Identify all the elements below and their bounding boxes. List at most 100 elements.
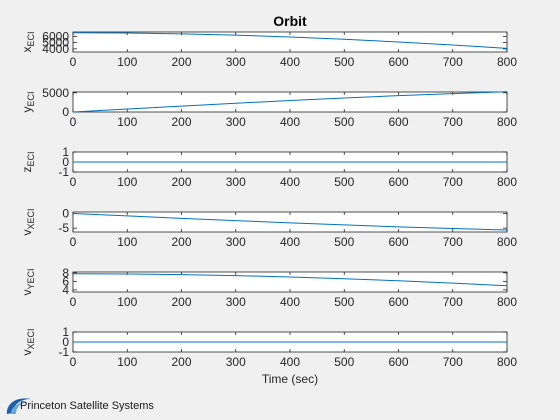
- x-tick-label: 200: [171, 115, 191, 129]
- x-tick-label: 400: [280, 235, 300, 249]
- y-tick-label: 0: [62, 206, 69, 220]
- y-axis-label-sub: YECI: [26, 268, 36, 289]
- x-tick-label: 300: [226, 235, 246, 249]
- x-tick-label: 500: [334, 295, 354, 309]
- x-tick-label: 500: [334, 115, 354, 129]
- y-axis-label-sub: ECI: [26, 91, 36, 106]
- x-tick-label: 800: [497, 55, 517, 69]
- x-tick-label: 700: [443, 295, 463, 309]
- y-tick-label: 0: [62, 105, 69, 119]
- y-axis-label-sub: XECI: [26, 208, 36, 229]
- x-tick-label: 200: [171, 235, 191, 249]
- y-tick-label: -1: [58, 345, 69, 359]
- y-axis-label: vXECI: [20, 208, 36, 235]
- y-tick-label: 8: [62, 266, 69, 280]
- y-tick-label: 5000: [42, 86, 69, 100]
- y-axis-label-main: x: [20, 47, 34, 53]
- x-tick-label: 200: [171, 175, 191, 189]
- chart-title: Orbit: [273, 13, 307, 29]
- y-axis-label-sub: ECI: [26, 151, 36, 166]
- logo-text: Princeton Satellite Systems: [20, 400, 154, 412]
- y-axis-label: vYECI: [20, 268, 36, 295]
- x-tick-label: 100: [117, 115, 137, 129]
- x-tick-label: 400: [280, 295, 300, 309]
- x-tick-label: 600: [388, 295, 408, 309]
- y-axis-label: xECI: [20, 31, 36, 52]
- y-axis-label-main: v: [20, 230, 34, 236]
- y-tick-label: 1: [62, 145, 69, 159]
- subplot-4: 0 100 200 300 400 500 600 700 800 -50 vXECI: [20, 206, 517, 249]
- x-tick-label: 600: [388, 115, 408, 129]
- x-tick-label: 500: [334, 355, 354, 369]
- x-tick-label: 700: [443, 175, 463, 189]
- x-tick-label: 500: [334, 175, 354, 189]
- y-tick-label: 6: [62, 274, 69, 288]
- princeton-satellite-systems-logo: [6, 398, 31, 414]
- x-tick-label: 600: [388, 55, 408, 69]
- y-tick-label: 0: [62, 155, 69, 169]
- x-tick-label: 100: [117, 55, 137, 69]
- x-tick-label: 700: [443, 55, 463, 69]
- y-tick-label: -5: [58, 221, 69, 235]
- x-tick-label: 100: [117, 355, 137, 369]
- x-tick-label: 600: [388, 355, 408, 369]
- x-tick-label: 400: [280, 355, 300, 369]
- x-tick-label: 800: [497, 235, 517, 249]
- x-tick-label: 600: [388, 235, 408, 249]
- x-tick-label: 300: [226, 175, 246, 189]
- x-tick-label: 0: [70, 55, 77, 69]
- x-tick-label: 0: [70, 235, 77, 249]
- x-tick-label: 200: [171, 355, 191, 369]
- x-tick-label: 300: [226, 55, 246, 69]
- y-axis-label-main: v: [20, 290, 34, 296]
- y-axis-label: yECI: [20, 91, 36, 112]
- x-tick-label: 100: [117, 295, 137, 309]
- y-tick-label: 5000: [42, 36, 69, 50]
- x-tick-label: 100: [117, 235, 137, 249]
- y-axis-label-sub: ECI: [26, 31, 36, 46]
- x-tick-label: 500: [334, 55, 354, 69]
- series-line: [72, 91, 508, 113]
- x-tick-label: 800: [497, 115, 517, 129]
- x-tick-label: 0: [70, 355, 77, 369]
- y-axis-label-sub: XECI: [26, 328, 36, 349]
- x-tick-label: 400: [280, 115, 300, 129]
- x-tick-label: 700: [443, 235, 463, 249]
- y-tick-label: 6000: [42, 29, 69, 43]
- x-tick-label: 0: [70, 175, 77, 189]
- y-axis-label: vXECI: [20, 328, 36, 355]
- y-tick-label: -1: [58, 165, 69, 179]
- y-axis-label-main: z: [20, 167, 34, 173]
- y-axis-label-main: v: [20, 350, 34, 356]
- x-tick-label: 200: [171, 295, 191, 309]
- x-tick-label: 300: [226, 355, 246, 369]
- series-line: [72, 32, 508, 49]
- subplot-5: 0 100 200 300 400 500 600 700 800 468 vYECI: [20, 266, 517, 309]
- y-axis-label-main: y: [20, 107, 34, 113]
- x-tick-label: 300: [226, 295, 246, 309]
- y-tick-label: 1: [62, 325, 69, 339]
- x-tick-label: 300: [226, 115, 246, 129]
- x-tick-label: 700: [443, 115, 463, 129]
- y-tick-label: 0: [62, 335, 69, 349]
- x-tick-label: 100: [117, 175, 137, 189]
- x-tick-label: 200: [171, 55, 191, 69]
- subplot-2: 0 100 200 300 400 500 600 700 800 0 5000 yECI: [20, 86, 517, 129]
- x-tick-label: 700: [443, 355, 463, 369]
- x-tick-label: 500: [334, 235, 354, 249]
- x-tick-label: 400: [280, 175, 300, 189]
- logo-swoosh-inner-icon: [11, 402, 28, 414]
- x-tick-label: 400: [280, 55, 300, 69]
- y-tick-label: 4000: [42, 42, 69, 56]
- series-line: [72, 212, 508, 231]
- x-axis-label: Time (sec): [262, 372, 318, 386]
- y-tick-label: 4: [62, 283, 69, 297]
- x-tick-label: 600: [388, 175, 408, 189]
- series-line: [72, 273, 508, 287]
- x-tick-label: 800: [497, 295, 517, 309]
- x-tick-label: 0: [70, 115, 77, 129]
